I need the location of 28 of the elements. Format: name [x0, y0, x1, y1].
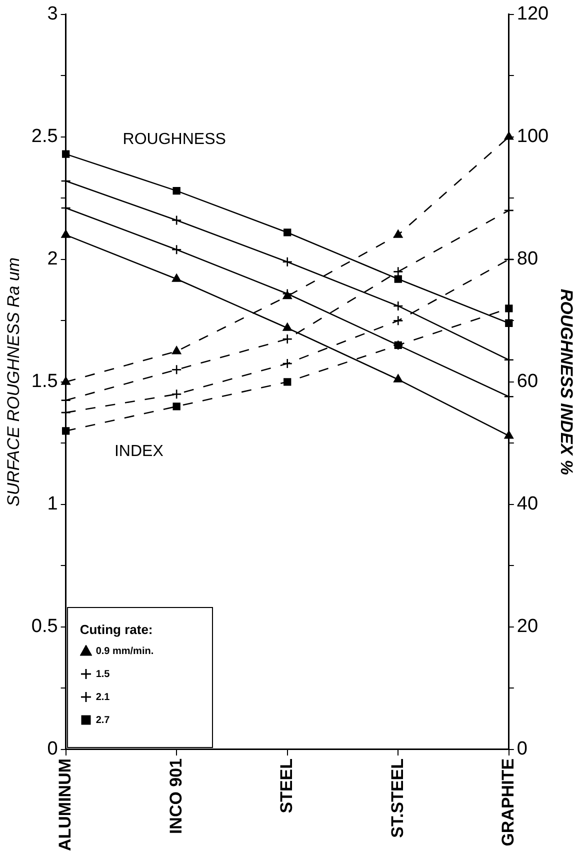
y2-tick-label: 0 — [516, 738, 528, 760]
legend-label: 0.9 mm/min. — [96, 646, 154, 657]
y2-tick-label: 20 — [516, 616, 538, 638]
legend-label: 1.5 — [96, 668, 110, 680]
x-tick-label: ST.STEEL — [388, 758, 407, 838]
legend-label: 2.1 — [96, 692, 110, 703]
annotation: INDEX — [114, 443, 164, 460]
legend-label: 2.7 — [96, 714, 110, 726]
y2-tick-label: 40 — [516, 494, 538, 515]
y-tick-label: 2.5 — [31, 126, 58, 148]
x-tick-label: INCO 901 — [166, 758, 186, 834]
y-axis-title: SURFACE ROUGHNESS Ra um — [4, 257, 23, 506]
x-tick-label: STEEL — [277, 758, 296, 814]
y-tick-label: 1 — [47, 494, 58, 515]
y2-tick-label: 60 — [516, 371, 538, 392]
y-tick-label: 1.5 — [31, 371, 58, 392]
y-tick-label: 0 — [47, 738, 58, 760]
y2-axis-title: ROUGHNESS INDEX % — [557, 288, 576, 475]
annotation: ROUGHNESS — [122, 130, 226, 148]
legend-title: Cuting rate: — [80, 622, 154, 638]
x-tick-label: GRAPHITE — [498, 758, 518, 846]
y2-tick-label: 100 — [516, 126, 549, 148]
y-tick-label: 3 — [47, 4, 58, 25]
y-tick-label: 2 — [47, 248, 58, 270]
y2-tick-label: 120 — [516, 4, 549, 25]
y-tick-label: 0.5 — [31, 616, 58, 638]
y2-tick-label: 80 — [516, 248, 538, 270]
x-tick-label: ALUMINUM — [56, 758, 74, 852]
